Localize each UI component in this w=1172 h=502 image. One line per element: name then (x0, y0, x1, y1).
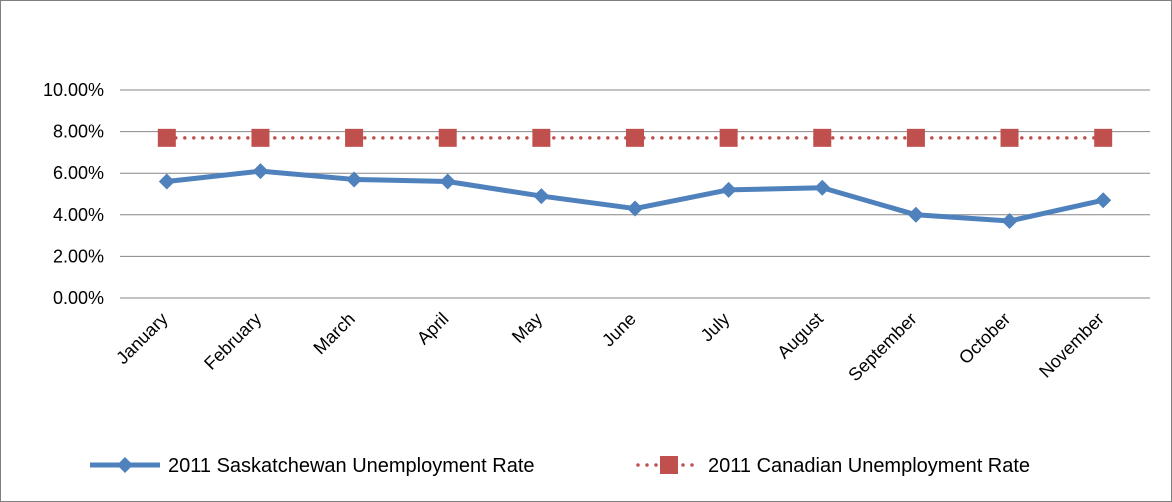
data-point (345, 128, 364, 147)
legend-label: 2011 Saskatchewan Unemployment Rate (168, 455, 535, 477)
x-tick-label: April (413, 309, 453, 349)
data-point (439, 173, 456, 190)
x-tick-label: November (1035, 309, 1108, 382)
x-tick-label: January (112, 309, 171, 368)
x-tick-label: October (955, 309, 1014, 368)
data-point (1001, 213, 1018, 230)
y-tick-label: 6.00% (53, 163, 104, 183)
data-point (346, 171, 363, 188)
data-point (813, 128, 832, 147)
data-point (251, 128, 270, 147)
data-point (533, 188, 550, 205)
y-tick-label: 8.00% (53, 122, 104, 142)
legend-label: 2011 Canadian Unemployment Rate (708, 455, 1030, 477)
series-1 (157, 128, 1113, 147)
data-point (532, 128, 551, 147)
data-point (814, 179, 831, 196)
gridlines (120, 89, 1150, 299)
x-tick-label: February (200, 309, 265, 374)
legend-marker (117, 457, 133, 473)
x-tick-label: August (773, 309, 827, 363)
y-tick-label: 4.00% (53, 205, 104, 225)
y-tick-label: 0.00% (53, 288, 104, 308)
legend-item: 2011 Saskatchewan Unemployment Rate (90, 455, 535, 477)
x-tick-label: July (697, 309, 734, 346)
series-group (157, 128, 1113, 230)
y-axis-tick-labels: 0.00% 2.00% 4.00% 6.00% 8.00% 10.00% (43, 80, 104, 308)
data-point (1095, 192, 1112, 209)
x-tick-label: March (309, 309, 359, 359)
legend-marker (660, 456, 678, 474)
data-point (157, 128, 176, 147)
data-point (627, 200, 643, 217)
x-tick-label: September (844, 309, 920, 385)
data-point (907, 206, 924, 223)
y-tick-label: 2.00% (53, 246, 104, 266)
data-point (906, 128, 925, 147)
x-tick-label: May (508, 309, 546, 347)
x-axis-tick-labels: January February March April May June July Augu… (112, 309, 1108, 385)
series-0 (158, 163, 1112, 230)
data-point (1094, 128, 1113, 147)
x-tick-label: June (598, 309, 640, 351)
legend-item: 2011 Canadian Unemployment Rate (636, 455, 1030, 477)
data-point (252, 163, 269, 180)
y-tick-label: 10.00% (43, 80, 104, 100)
data-point (720, 181, 737, 198)
data-point (626, 128, 644, 147)
legend: 2011 Saskatchewan Unemployment Rate 2011 … (90, 455, 1030, 477)
data-point (1000, 128, 1019, 147)
data-point (719, 128, 738, 147)
data-point (158, 173, 175, 190)
data-point (438, 128, 457, 147)
